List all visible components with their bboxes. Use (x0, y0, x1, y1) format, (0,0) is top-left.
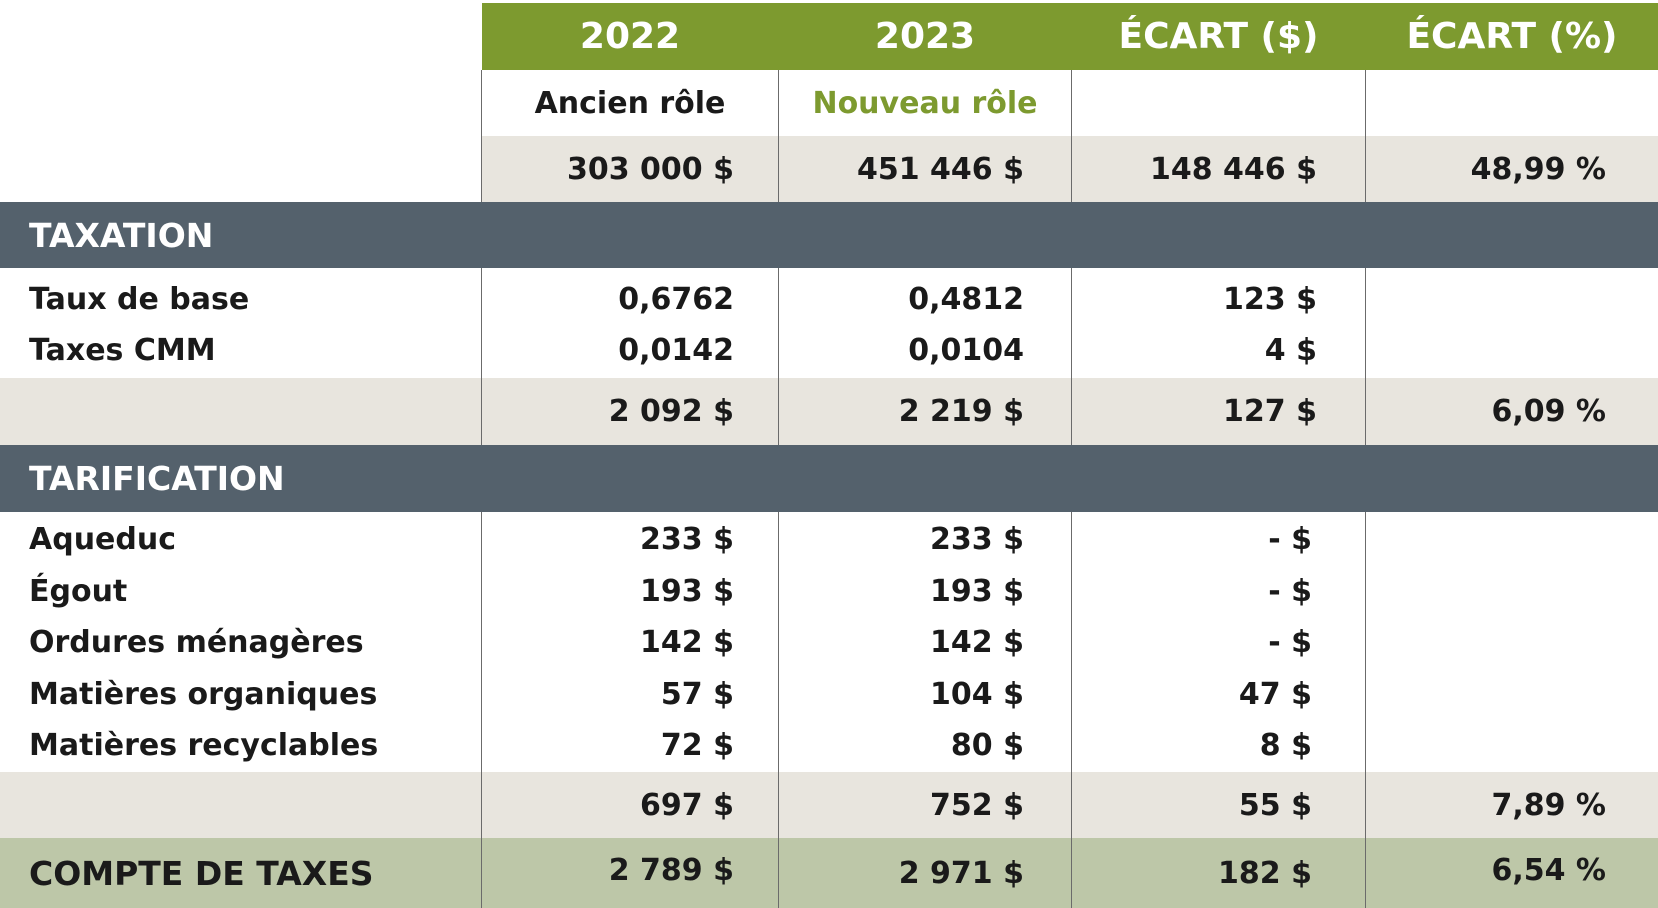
column-divider (1071, 268, 1072, 445)
compte-band (0, 838, 1658, 908)
subheader-nouveau-role: Nouveau rôle (812, 85, 1038, 121)
valuation-ecart: 148 446 $ (1149, 151, 1317, 187)
taxation-total-pct: 6,09 % (1491, 394, 1606, 429)
egout-2023: 193 $ (930, 573, 1024, 609)
column-divider (778, 268, 779, 445)
tarification-total-2022: 697 $ (640, 787, 734, 823)
tarification-section-band (0, 445, 1658, 512)
valuation-band (482, 136, 1658, 202)
taxation-total-ecart: 127 $ (1223, 394, 1317, 429)
taux-de-base-2022: 0,6762 (618, 281, 734, 317)
tarification-total-ecart: 55 $ (1238, 787, 1312, 823)
row-label-matieres-organiques: Matières organiques (29, 676, 378, 712)
aqueduc-ecart: - $ (1268, 521, 1312, 557)
compte-pct: 6,54 % (1491, 852, 1606, 888)
column-divider (778, 512, 779, 908)
aqueduc-2022: 233 $ (640, 521, 734, 557)
taxes-cmm-2022: 0,0142 (618, 332, 734, 368)
header-2022: 2022 (579, 16, 681, 57)
matieres-organiques-2023: 104 $ (930, 676, 1024, 712)
column-divider (1365, 268, 1366, 445)
row-label-matieres-recyclables: Matières recyclables (29, 727, 379, 763)
egout-ecart: - $ (1268, 573, 1312, 609)
valuation-2023: 451 446 $ (856, 151, 1024, 187)
column-divider (1071, 70, 1072, 202)
row-label-taxes-cmm: Taxes CMM (29, 332, 216, 368)
tarification-total-band (0, 772, 1658, 838)
taxation-total-2023: 2 219 $ (898, 394, 1024, 429)
row-label-ordures-menageres: Ordures ménagères (29, 624, 364, 660)
column-divider (1365, 512, 1366, 908)
taxation-total-2022: 2 092 $ (608, 394, 734, 429)
compte-de-taxes-label: COMPTE DE TAXES (29, 853, 374, 893)
row-label-egout: Égout (29, 573, 128, 609)
taxes-cmm-2023: 0,0104 (908, 332, 1024, 368)
column-divider (481, 70, 482, 202)
ordures-menageres-2022: 142 $ (640, 624, 734, 660)
egout-2022: 193 $ (640, 573, 734, 609)
taxation-total-band (0, 378, 1658, 445)
matieres-recyclables-ecart: 8 $ (1259, 727, 1312, 763)
section-title-tarification: TARIFICATION (29, 459, 285, 498)
header-2023: 2023 (874, 16, 976, 57)
column-divider (1365, 70, 1366, 202)
valuation-2022: 303 000 $ (566, 151, 734, 187)
section-title-taxation: TAXATION (29, 215, 214, 255)
compte-2022: 2 789 $ (608, 852, 734, 888)
compte-ecart: 182 $ (1218, 855, 1312, 891)
row-label-aqueduc: Aqueduc (29, 521, 177, 557)
compte-2023: 2 971 $ (898, 855, 1024, 891)
header-ecart-dollar: ÉCART ($) (1118, 16, 1319, 57)
column-divider (481, 268, 482, 445)
valuation-pct: 48,99 % (1470, 151, 1606, 187)
row-label-taux-de-base: Taux de base (29, 281, 250, 317)
ordures-menageres-ecart: - $ (1268, 624, 1312, 660)
taux-de-base-2023: 0,4812 (908, 281, 1024, 317)
column-divider (778, 70, 779, 202)
matieres-recyclables-2022: 72 $ (660, 727, 734, 763)
header-band (482, 3, 1658, 70)
header-ecart-pct: ÉCART (%) (1406, 16, 1618, 57)
subheader-ancien-role: Ancien rôle (534, 85, 726, 121)
matieres-organiques-ecart: 47 $ (1238, 676, 1312, 712)
matieres-recyclables-2023: 80 $ (950, 727, 1024, 763)
tarification-total-2023: 752 $ (930, 787, 1024, 823)
column-divider (481, 512, 482, 908)
aqueduc-2023: 233 $ (930, 521, 1024, 557)
column-divider (1071, 512, 1072, 908)
taxation-section-band (0, 202, 1658, 268)
matieres-organiques-2022: 57 $ (660, 676, 734, 712)
ordures-menageres-2023: 142 $ (930, 624, 1024, 660)
tarification-total-pct: 7,89 % (1491, 787, 1606, 823)
taxes-cmm-ecart: 4 $ (1264, 332, 1317, 368)
taux-de-base-ecart: 123 $ (1223, 281, 1317, 317)
